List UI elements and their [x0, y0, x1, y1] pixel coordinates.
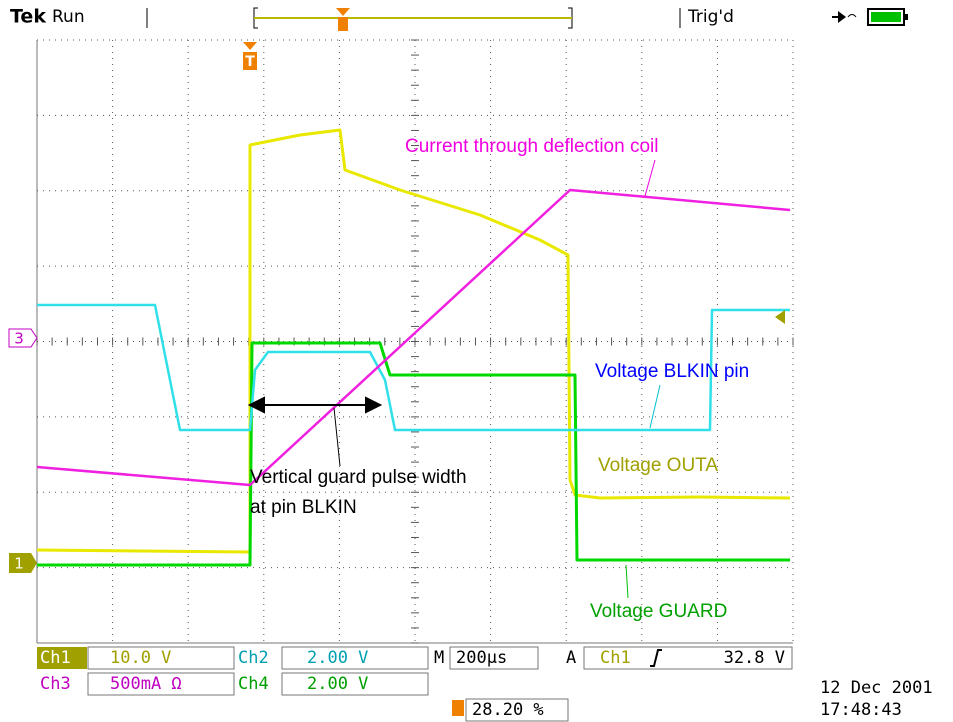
ch1-marker: 1 — [9, 553, 37, 573]
ch2-scale: 2.00 V — [307, 648, 368, 668]
date: 12 Dec 2001 — [820, 678, 933, 698]
annotation: Voltage GUARD — [590, 601, 727, 622]
trigger-marker: T — [243, 42, 257, 70]
trig-source: Ch1 — [600, 648, 631, 668]
leader — [645, 160, 655, 196]
trigger-status: Trig'd — [687, 7, 734, 27]
ch4-scale: 2.00 V — [307, 674, 368, 694]
acq-label: A — [566, 648, 576, 668]
annotation: Voltage OUTA — [598, 455, 718, 476]
brand: Tek — [10, 6, 46, 28]
time: 17:48:43 — [820, 700, 902, 720]
readouts: Ch1 10.0 V Ch2 2.00 V M 200µs A Ch1 32.8… — [37, 647, 792, 721]
ch3-marker: 3 — [9, 329, 37, 348]
power-icon — [832, 11, 856, 23]
double-arrow — [250, 398, 380, 466]
ch2-label: Ch2 — [238, 648, 269, 668]
trig-slope — [650, 650, 662, 666]
ch1-marker-label: 1 — [14, 555, 24, 573]
battery-icon — [868, 9, 908, 25]
scope-screen: Tek Run Trig'd T 3 1 Current through def… — [0, 0, 953, 722]
ch1-label: Ch1 — [40, 648, 71, 668]
ch3-marker-label: 3 — [14, 330, 24, 348]
run-status: Run — [52, 7, 85, 27]
ch3-scale: 500mA Ω — [110, 674, 182, 694]
timebase: 200µs — [456, 648, 507, 668]
annotation: Voltage BLKIN pin — [595, 361, 749, 382]
trigger-level-marker — [775, 310, 785, 324]
trigger-label: T — [245, 54, 255, 70]
record-bracket — [254, 8, 572, 31]
leader — [626, 565, 628, 598]
trig-position: 28.20 % — [472, 700, 544, 720]
ch3-label: Ch3 — [40, 674, 71, 694]
timebase-label: M — [434, 648, 444, 668]
trace-ch3 — [37, 190, 790, 485]
annotation: at pin BLKIN — [250, 497, 357, 518]
annotation: Current through deflection coil — [405, 136, 658, 157]
trig-level: 32.8 V — [724, 648, 785, 668]
ch4-label: Ch4 — [238, 674, 269, 694]
annotation: Vertical guard pulse width — [250, 467, 467, 488]
leader — [650, 385, 660, 428]
ch1-scale: 10.0 V — [110, 648, 171, 668]
